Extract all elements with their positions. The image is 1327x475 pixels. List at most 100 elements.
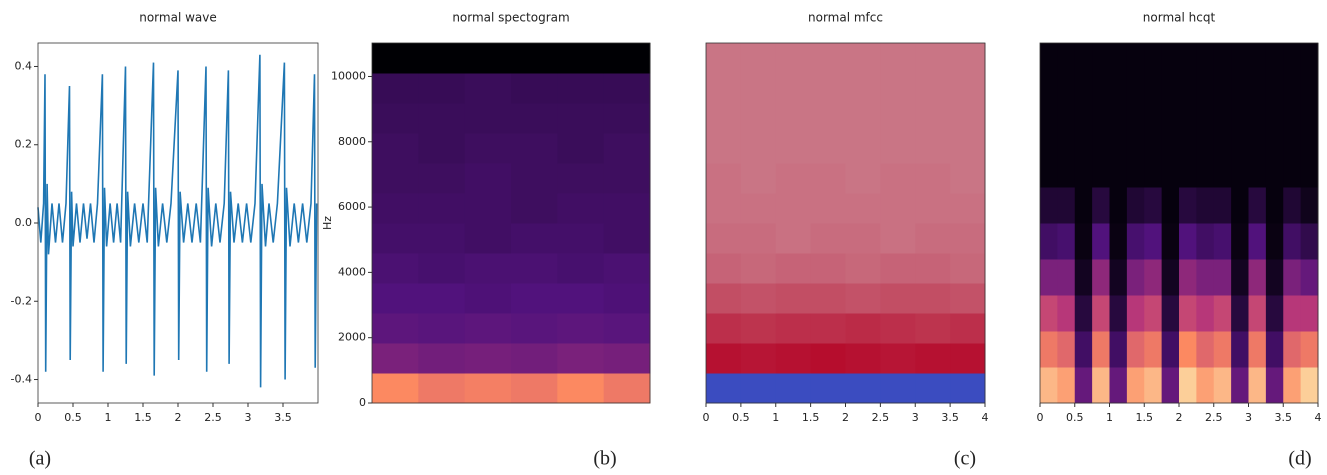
heatmap-cell xyxy=(1144,187,1163,224)
heatmap-cell xyxy=(845,313,881,344)
heatmap-cell xyxy=(1248,151,1267,188)
heatmap-cell xyxy=(603,253,651,284)
heatmap-cell xyxy=(1283,259,1302,296)
heatmap-cell xyxy=(845,163,881,194)
heatmap-cell xyxy=(1300,187,1319,224)
heatmap-cell xyxy=(1161,151,1180,188)
heatmap-cell xyxy=(511,223,558,254)
heatmap-cell xyxy=(1196,43,1215,80)
heatmap-cell xyxy=(1074,151,1093,188)
heatmap-cell xyxy=(810,283,846,314)
heatmap-cell xyxy=(1074,187,1093,224)
heatmap-cell xyxy=(706,193,742,224)
chart-title: normal mfcc xyxy=(808,11,883,25)
heatmap-cell xyxy=(1144,367,1163,404)
heatmap-cell xyxy=(1057,259,1076,296)
heatmap-cell xyxy=(740,283,777,314)
heatmap-cell xyxy=(775,163,812,194)
heatmap-cell xyxy=(372,73,419,104)
heatmap-cell xyxy=(1040,187,1058,224)
heatmap-cell xyxy=(1057,43,1076,80)
heatmap-cell xyxy=(418,73,466,104)
wave-line xyxy=(37,54,318,388)
heatmap-cell xyxy=(706,73,742,104)
heatmap-cell xyxy=(1300,43,1319,80)
axes-frame xyxy=(371,42,651,404)
heatmap-cell xyxy=(1161,259,1180,296)
heatmap-cell xyxy=(1040,259,1058,296)
heatmap-cell xyxy=(740,43,777,74)
heatmap-cell xyxy=(511,43,558,74)
heatmap-cell xyxy=(1109,223,1128,260)
heatmap-cell xyxy=(1300,331,1319,368)
heatmap-cell xyxy=(418,193,466,224)
heatmap-cell xyxy=(1283,295,1302,332)
heatmap-cell xyxy=(464,253,512,284)
heatmap-cell xyxy=(557,283,605,314)
x-tick-label: 2 xyxy=(175,411,182,424)
heatmap-cell xyxy=(1161,43,1180,80)
heatmap-cell xyxy=(1126,223,1145,260)
heatmap-cell xyxy=(1283,151,1302,188)
heatmap-cell xyxy=(1040,79,1058,116)
heatmap-cell xyxy=(464,313,512,344)
heatmap-cell xyxy=(1074,331,1093,368)
heatmap-cell xyxy=(1126,259,1145,296)
heatmap-cell xyxy=(1144,259,1163,296)
heatmap-cell xyxy=(1057,115,1076,152)
heatmap-cell xyxy=(950,253,986,284)
heatmap-cell xyxy=(950,313,986,344)
heatmap-cell xyxy=(603,313,651,344)
heatmap-cell xyxy=(740,313,777,344)
heatmap-cell xyxy=(706,283,742,314)
panel-caption: (b) xyxy=(593,448,616,470)
heatmap-cell xyxy=(1265,187,1284,224)
heatmap-cell xyxy=(1179,259,1197,296)
heatmap-cell xyxy=(1092,115,1110,152)
heatmap-cell xyxy=(603,43,651,74)
heatmap-cell xyxy=(845,73,881,104)
heatmap-cell xyxy=(775,313,812,344)
heatmap-cell xyxy=(1040,43,1058,80)
heatmap-cell xyxy=(775,373,812,404)
heatmap-cell xyxy=(915,253,951,284)
heatmap-cell xyxy=(706,373,742,404)
x-tick-label: 0.5 xyxy=(732,411,750,424)
heatmap-cell xyxy=(915,103,951,134)
heatmap-cell xyxy=(775,193,812,224)
heatmap-cell xyxy=(464,43,512,74)
heatmap-cell xyxy=(1074,115,1093,152)
heatmap-cell xyxy=(603,133,651,164)
heatmap-cell xyxy=(418,313,466,344)
heatmap-cell xyxy=(740,73,777,104)
heatmap-cell xyxy=(1213,43,1232,80)
heatmap-cell xyxy=(603,73,651,104)
heatmap-cell xyxy=(915,343,951,374)
heatmap-cell xyxy=(1265,115,1284,152)
heatmap-cell xyxy=(372,313,419,344)
x-tick-label: 1 xyxy=(772,411,779,424)
heatmap-cell xyxy=(810,253,846,284)
heatmap-cell xyxy=(810,343,846,374)
heatmap-cell xyxy=(950,133,986,164)
heatmap-cell xyxy=(1179,223,1197,260)
heatmap-cell xyxy=(1040,367,1058,404)
x-tick-label: 2.5 xyxy=(1205,411,1223,424)
heatmap-cell xyxy=(1074,259,1093,296)
heatmap-cell xyxy=(1040,331,1058,368)
heatmap-cell xyxy=(1057,331,1076,368)
heatmap-cell xyxy=(1231,187,1249,224)
heatmap-cell xyxy=(1126,43,1145,80)
heatmap-cell xyxy=(1300,367,1319,404)
heatmap-cell xyxy=(1283,223,1302,260)
heatmap-cell xyxy=(1161,79,1180,116)
heatmap-cell xyxy=(1144,295,1163,332)
heatmap-cell xyxy=(1248,43,1267,80)
heatmap-cell xyxy=(880,223,916,254)
heatmap-cell xyxy=(603,193,651,224)
y-tick-label: 0.0 xyxy=(15,216,33,229)
heatmap-cell xyxy=(1161,331,1180,368)
heatmap-cell xyxy=(915,163,951,194)
heatmap-cell xyxy=(1074,79,1093,116)
